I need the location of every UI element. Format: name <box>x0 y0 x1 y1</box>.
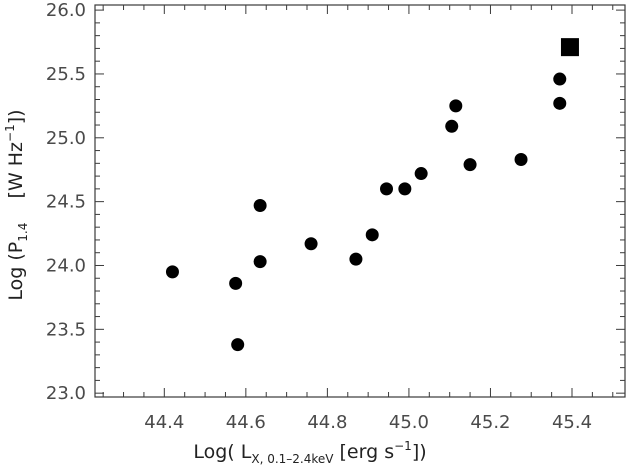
x-tick-label: 45.0 <box>389 412 429 433</box>
x-axis-label: Log( LX, 0.1–2.4keV [erg s−1]) <box>193 439 426 465</box>
data-point-circle <box>463 158 477 172</box>
y-tick-label: 24.0 <box>46 255 86 276</box>
x-tick-label: 44.8 <box>307 412 347 433</box>
x-tick-label: 45.4 <box>552 412 592 433</box>
y-tick-label: 23.5 <box>46 319 86 340</box>
data-point-circle <box>165 265 179 279</box>
data-point-circle <box>449 99 463 113</box>
x-tick-label: 44.6 <box>226 412 266 433</box>
data-point-circle <box>445 119 459 133</box>
y-tick-label: 26.0 <box>46 0 86 21</box>
x-tick-label: 44.4 <box>144 412 184 433</box>
data-point-circle <box>414 167 428 181</box>
data-point-circle <box>253 198 267 212</box>
data-point-circle <box>553 72 567 86</box>
data-point-circle <box>231 338 245 352</box>
data-points <box>165 38 579 352</box>
data-point-circle <box>398 182 412 196</box>
plot-frame <box>94 4 626 398</box>
y-tick-label: 25.0 <box>46 128 86 149</box>
data-point-circle <box>553 96 567 110</box>
plot-border <box>94 4 626 398</box>
data-point-circle <box>229 276 243 290</box>
y-axis-ticks: 23.0 23.5 24.0 24.5 25.0 25.5 26.0 <box>46 0 625 404</box>
data-point-circle <box>349 252 363 266</box>
data-point-circle <box>514 153 528 167</box>
y-axis-label: Log (P1.4 [W Hz−1]) <box>3 109 30 300</box>
y-tick-label: 25.5 <box>46 64 86 85</box>
x-tick-label: 45.2 <box>470 412 510 433</box>
data-point-circle <box>380 182 393 196</box>
y-tick-label: 24.5 <box>46 192 86 213</box>
y-tick-label: 23.0 <box>46 383 86 404</box>
data-point-square <box>560 38 579 57</box>
data-point-circle <box>304 237 318 251</box>
x-axis-ticks: 44.4 44.6 44.8 45.0 45.2 45.4 <box>102 5 614 433</box>
data-point-circle <box>253 255 267 269</box>
data-point-circle <box>365 228 379 242</box>
